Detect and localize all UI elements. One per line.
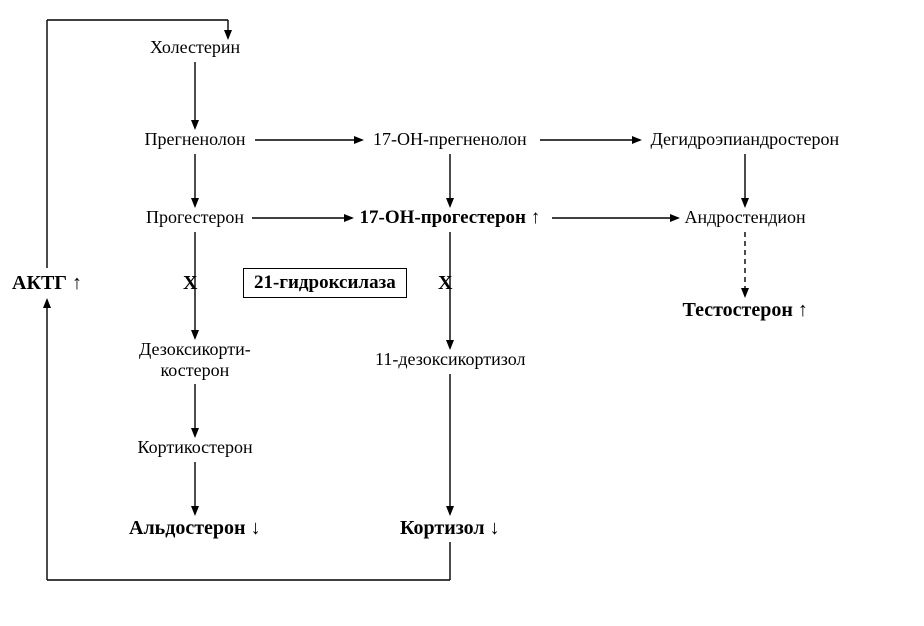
node-androstenedione: Андростендион (685, 207, 806, 229)
node-doc: Дезоксикорти-костерон (139, 339, 251, 382)
enzyme-block-x: X (183, 272, 197, 295)
node-cortisol: Кортизол ↓ (400, 516, 500, 540)
node-aldosterone: Альдостерон ↓ (129, 516, 261, 540)
node-enzyme: 21-гидроксилаза (243, 268, 407, 299)
node-progesterone: Прогестерон (146, 207, 244, 229)
node-aktg: АКТГ ↑ (12, 271, 82, 295)
node-ohpregn: 17-ОН-прегненолон (373, 129, 527, 151)
node-corticosterone: Кортикостерон (138, 437, 253, 459)
node-cholesterol: Холестерин (150, 37, 240, 59)
node-testosterone: Тестостерон ↑ (683, 298, 808, 322)
node-pregnenolone: Прегненолон (145, 129, 246, 151)
node-dhea: Дегидроэпиандростерон (651, 129, 840, 151)
node-deoxycortisol: 11-дезоксикортизол (375, 349, 525, 371)
node-ohprog: 17-ОН-прогестерон ↑ (360, 207, 541, 230)
enzyme-block-x: X (438, 272, 452, 295)
diagram-stage: Холестерин Прегненолон 17-ОН-прегненолон Де… (0, 0, 924, 626)
